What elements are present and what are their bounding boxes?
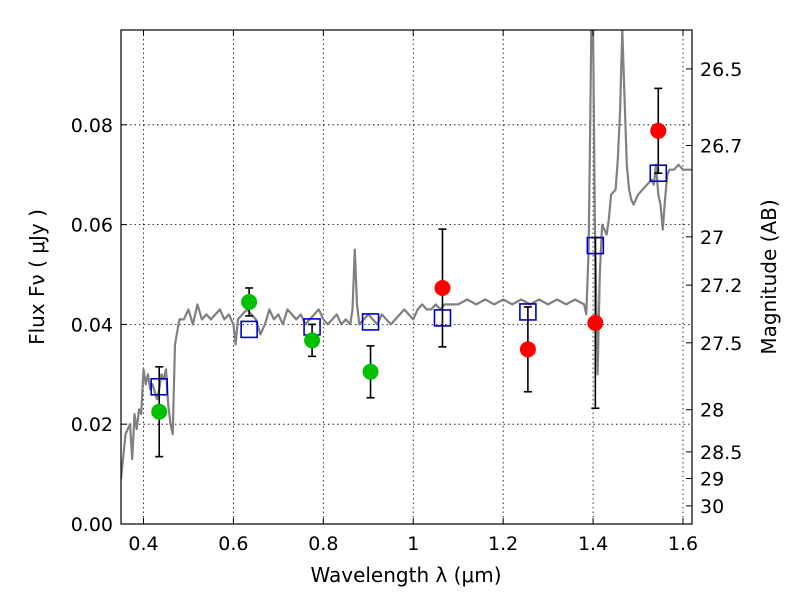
y2-tick-label: 30 <box>700 496 724 518</box>
y-axis-title: Flux Fν ( μJy ) <box>25 209 49 345</box>
observed-flux-point <box>650 122 667 139</box>
y-tick-label: 0.02 <box>71 414 113 436</box>
observed-flux-point <box>587 314 604 331</box>
model-band-flux-marker <box>240 320 258 339</box>
y2-tick-label: 26.7 <box>700 135 742 157</box>
plot-frame <box>120 29 693 525</box>
x-tick-label: 1.2 <box>488 533 518 555</box>
model-band-flux-marker <box>361 313 380 331</box>
observed-flux-point <box>241 293 258 310</box>
axis-ticks: 0.4 0.6 0.8 1 1.2 1.4 1.6 0.00 0.02 0.04 0.06 0.08 2… <box>71 30 742 555</box>
y2-tick-label: 26.5 <box>700 59 742 81</box>
x-tick-label: 1.4 <box>578 533 608 555</box>
plot-area <box>121 30 692 524</box>
y2-tick-label: 27 <box>700 227 724 249</box>
x-tick-label: 1 <box>407 533 419 555</box>
y-tick-label: 0.04 <box>71 314 113 336</box>
x-tick-label: 0.6 <box>218 533 248 555</box>
y-tick-label: 0.08 <box>71 115 113 137</box>
y2-tick-label: 29 <box>700 468 724 490</box>
model-spectrum-line <box>121 30 692 480</box>
y-tick-label: 0.06 <box>71 215 113 237</box>
observed-flux-point <box>151 403 168 420</box>
observed-flux-point <box>434 279 451 296</box>
observed-flux-point <box>362 363 379 380</box>
x-axis-title: Wavelength λ (μm) <box>310 563 501 587</box>
y2-tick-label: 28.5 <box>700 442 742 464</box>
y2-tick-label: 28 <box>700 400 724 422</box>
observed-flux-point <box>304 332 321 349</box>
y2-tick-label: 27.5 <box>700 333 742 355</box>
x-tick-label: 1.6 <box>668 533 698 555</box>
y-tick-label: 0.00 <box>71 514 113 536</box>
x-tick-label: 0.4 <box>128 533 158 555</box>
data-layer <box>121 30 692 480</box>
x-tick-label: 0.8 <box>308 533 338 555</box>
observed-flux-point <box>519 341 536 358</box>
y2-axis-title: Magnitude (AB) <box>757 199 781 354</box>
y2-tick-label: 27.2 <box>700 275 742 297</box>
